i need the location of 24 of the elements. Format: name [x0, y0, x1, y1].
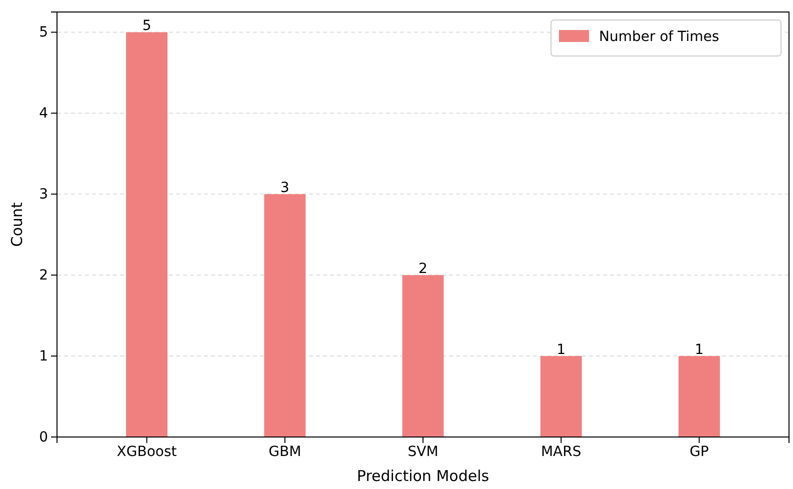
data-label: 2	[418, 261, 428, 278]
x-tick-label: XGBoost	[116, 444, 178, 460]
data-label: 5	[142, 18, 152, 34]
legend-label: Number of Times	[599, 29, 720, 45]
y-tick-label: 0	[39, 429, 48, 446]
y-tick-label: 5	[39, 24, 48, 41]
x-tick-label: GP	[690, 444, 709, 460]
bar	[540, 356, 582, 437]
data-label: 1	[694, 342, 704, 358]
bar	[126, 32, 168, 437]
y-tick-label: 3	[39, 186, 48, 203]
x-tick-label: MARS	[540, 444, 582, 460]
bar	[402, 275, 444, 437]
data-label: 3	[280, 180, 290, 196]
x-tick-label: SVM	[408, 444, 438, 460]
x-axis-title: Prediction Models	[356, 467, 490, 485]
y-axis-title: Count	[8, 202, 26, 247]
x-tick-label: GBM	[268, 444, 302, 460]
data-label: 1	[556, 342, 566, 358]
bar	[264, 194, 306, 437]
y-tick-label: 1	[39, 348, 48, 365]
y-tick-label: 2	[39, 268, 48, 284]
bar	[678, 356, 720, 437]
y-tick-label: 4	[39, 106, 48, 122]
